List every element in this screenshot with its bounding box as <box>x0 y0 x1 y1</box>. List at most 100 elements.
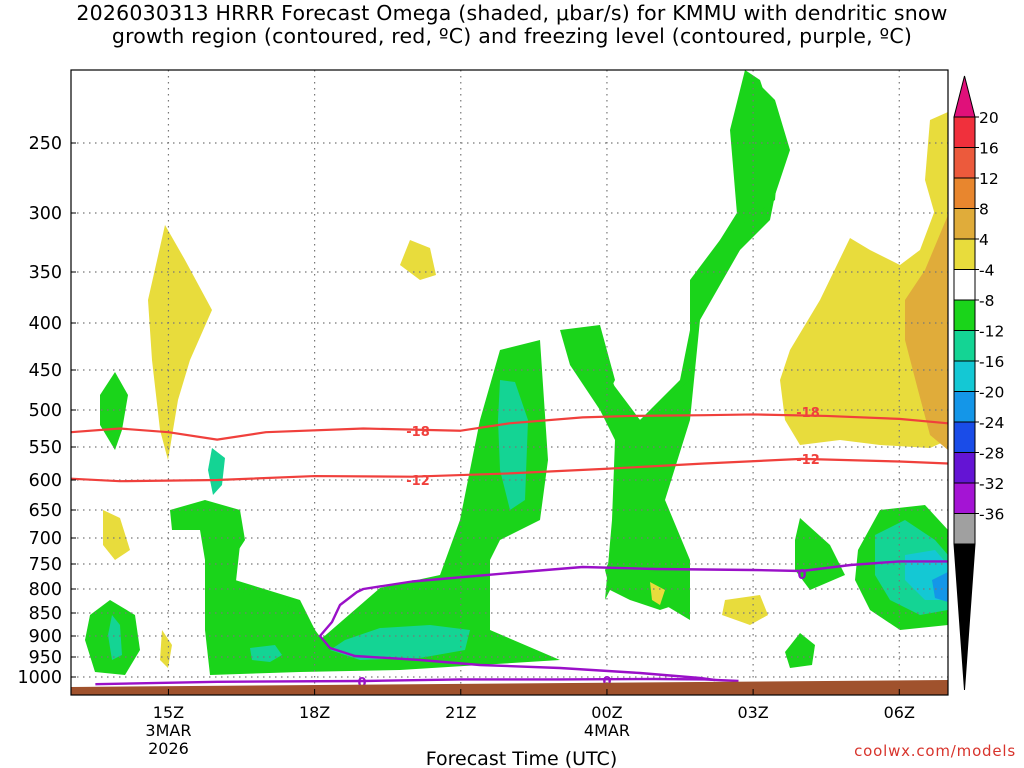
colorbar-segment <box>953 482 976 514</box>
y-tick-label: 800 <box>29 580 62 600</box>
colorbar-segment <box>953 208 976 240</box>
freezing-level-surface-contour <box>95 677 739 686</box>
colorbar-label: 4 <box>979 231 989 249</box>
omega-shading <box>85 70 948 675</box>
colorbar-label: -12 <box>979 323 1004 341</box>
colorbar-label: 8 <box>979 201 989 219</box>
omega-region <box>600 70 780 620</box>
y-tick-label: 450 <box>29 361 62 381</box>
x-tick-label: 18Z <box>299 703 330 722</box>
colorbar-label: -4 <box>979 262 994 280</box>
x-tick-label: 03Z <box>737 703 768 722</box>
y-tick-label: 1000 <box>17 668 62 688</box>
omega-region <box>330 625 470 660</box>
contour-lines: -18 -18 -12 -12 0 0 0 <box>70 406 949 691</box>
dgz-minus18-contour <box>70 413 949 441</box>
credit-text: coolwx.com/models <box>854 742 1016 760</box>
dgz-minus18-label: -18 <box>406 425 430 440</box>
axes: 250 300 350 400 450 500 550 600 650 700 750 800 850 9… <box>17 69 949 768</box>
freezing-level-contour <box>318 560 948 682</box>
colorbar-segment <box>953 147 976 179</box>
colorbar-segment <box>953 513 976 545</box>
omega-region <box>905 215 948 450</box>
colorbar-segment <box>953 360 976 392</box>
x-axis-label: Forecast Time (UTC) <box>426 748 617 768</box>
y-tick-label: 750 <box>29 555 62 575</box>
y-tick-label: 700 <box>29 529 62 549</box>
y-tick-label: 900 <box>29 627 62 647</box>
omega-region <box>170 340 560 675</box>
chart-title: 2026030313 HRRR Forecast Omega (shaded, … <box>0 2 1024 48</box>
omega-region <box>250 645 282 662</box>
x-tick-sublabel: 4MAR <box>584 721 630 740</box>
x-tick-sublabel: 3MAR <box>145 721 191 740</box>
omega-region <box>100 372 128 450</box>
colorbar-segment <box>953 299 976 331</box>
colorbar-segment <box>953 330 976 362</box>
colorbar-segment <box>953 177 976 209</box>
omega-region <box>932 572 948 602</box>
y-tick-label: 650 <box>29 501 62 521</box>
colorbar-label: 12 <box>979 170 999 188</box>
y-tick-label: 350 <box>29 263 62 283</box>
colorbar-segment <box>953 238 976 270</box>
dgz-minus12-label: -12 <box>406 474 430 489</box>
x-tick-label: 06Z <box>884 703 915 722</box>
colorbar-label: -36 <box>979 506 1004 524</box>
colorbar-label: -16 <box>979 353 1004 371</box>
omega-region <box>103 510 130 560</box>
colorbar-label: -28 <box>979 445 1004 463</box>
dgz-minus12-label: -12 <box>796 453 820 468</box>
colorbar-segment <box>953 116 976 148</box>
colorbar-label: -32 <box>979 475 1004 493</box>
plot-frame <box>70 69 949 696</box>
omega-region <box>780 160 948 448</box>
grid-lines <box>71 70 948 695</box>
y-tick-label: 850 <box>29 604 62 624</box>
omega-region <box>650 582 665 605</box>
colorbar-segment <box>953 421 976 453</box>
omega-region <box>560 325 615 410</box>
dgz-minus18-label: -18 <box>796 406 820 421</box>
colorbar-segment <box>953 452 976 484</box>
colorbar-label: -8 <box>979 292 994 310</box>
colorbar-label: -20 <box>979 384 1004 402</box>
y-tick-label: 500 <box>29 401 62 421</box>
colorbar-top-arrow <box>953 75 976 118</box>
omega-region <box>498 380 528 510</box>
x-tick-label: 15Z <box>153 703 184 722</box>
ground-fill <box>71 680 948 695</box>
y-tick-label: 550 <box>29 438 62 458</box>
colorbar-segment <box>953 391 976 423</box>
colorbar: 20 16 12 8 4 -4 -8 -12 -16 -20 -24 -28 -32 -36 <box>953 75 1004 691</box>
y-tick-label: 300 <box>29 204 62 224</box>
x-tick-label: 21Z <box>445 703 476 722</box>
y-tick-label: 600 <box>29 471 62 491</box>
omega-region <box>108 615 122 660</box>
title-line-2: growth region (contoured, red, ºC) and f… <box>111 24 913 48</box>
omega-region <box>785 633 815 668</box>
omega-region <box>400 240 436 280</box>
x-tick-label: 00Z <box>591 703 622 722</box>
omega-region <box>148 225 212 460</box>
freezing-level-label: 0 <box>357 676 366 691</box>
x-tick-sublabel: 2026 <box>148 739 189 758</box>
omega-region <box>795 518 845 590</box>
dgz-minus12-contour <box>70 457 949 483</box>
y-tick-label: 250 <box>29 134 62 154</box>
y-tick-label: 950 <box>29 648 62 668</box>
freezing-level-label: 0 <box>602 675 611 690</box>
omega-region <box>722 595 768 625</box>
colorbar-label: 16 <box>979 140 999 158</box>
title-line-1: 2026030313 HRRR Forecast Omega (shaded, … <box>76 1 948 25</box>
colorbar-segment <box>953 269 976 301</box>
omega-region <box>208 448 225 495</box>
colorbar-label: -24 <box>979 414 1004 432</box>
colorbar-bottom-arrow <box>953 543 976 691</box>
y-tick-label: 400 <box>29 314 62 334</box>
omega-region <box>925 112 948 215</box>
freezing-level-label: 0 <box>797 568 806 583</box>
colorbar-label: 20 <box>979 109 999 127</box>
ground-layer <box>71 680 948 695</box>
